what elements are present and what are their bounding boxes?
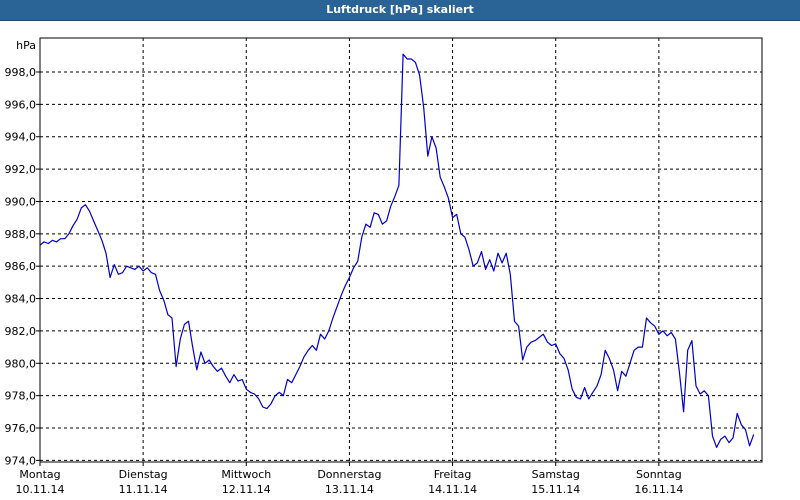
y-tick-label: 980,0 (5, 357, 37, 370)
x-tick-date-label: 14.11.14 (428, 483, 477, 496)
x-tick-date-label: 11.11.14 (119, 483, 168, 496)
y-tick-label: 978,0 (5, 390, 37, 403)
x-tick-day-label: Dienstag (119, 468, 168, 481)
pressure-series-line (39, 53, 755, 448)
y-tick-label: 976,0 (5, 422, 37, 435)
y-tick-label: 986,0 (5, 260, 37, 273)
x-tick-day-label: Samstag (532, 468, 580, 481)
x-tick-date-label: 12.11.14 (222, 483, 271, 496)
y-tick-label: 998,0 (5, 66, 37, 79)
y-tick-label: 982,0 (5, 325, 37, 338)
y-tick-label: 992,0 (5, 163, 37, 176)
x-tick-day-label: Mittwoch (221, 468, 271, 481)
x-tick-day-label: Donnerstag (317, 468, 381, 481)
y-tick-label: 996,0 (5, 98, 37, 111)
y-tick-label: 990,0 (5, 195, 37, 208)
y-tick-label: 974,0 (5, 454, 37, 467)
chart-title: Luftdruck [hPa] skaliert (0, 0, 800, 21)
x-tick-day-label: Montag (19, 468, 60, 481)
x-tick-date-label: 13.11.14 (325, 483, 374, 496)
x-tick-date-label: 10.11.14 (16, 483, 65, 496)
plot-frame (39, 37, 763, 463)
y-tick-label: 994,0 (5, 131, 37, 144)
x-tick-date-label: 16.11.14 (634, 483, 683, 496)
x-tick-day-label: Sonntag (636, 468, 682, 481)
y-tick-label: 988,0 (5, 228, 37, 241)
y-tick-label: 984,0 (5, 293, 37, 306)
y-unit-label: hPa (16, 39, 36, 52)
x-tick-date-label: 15.11.14 (531, 483, 580, 496)
x-tick-day-label: Freitag (434, 468, 472, 481)
